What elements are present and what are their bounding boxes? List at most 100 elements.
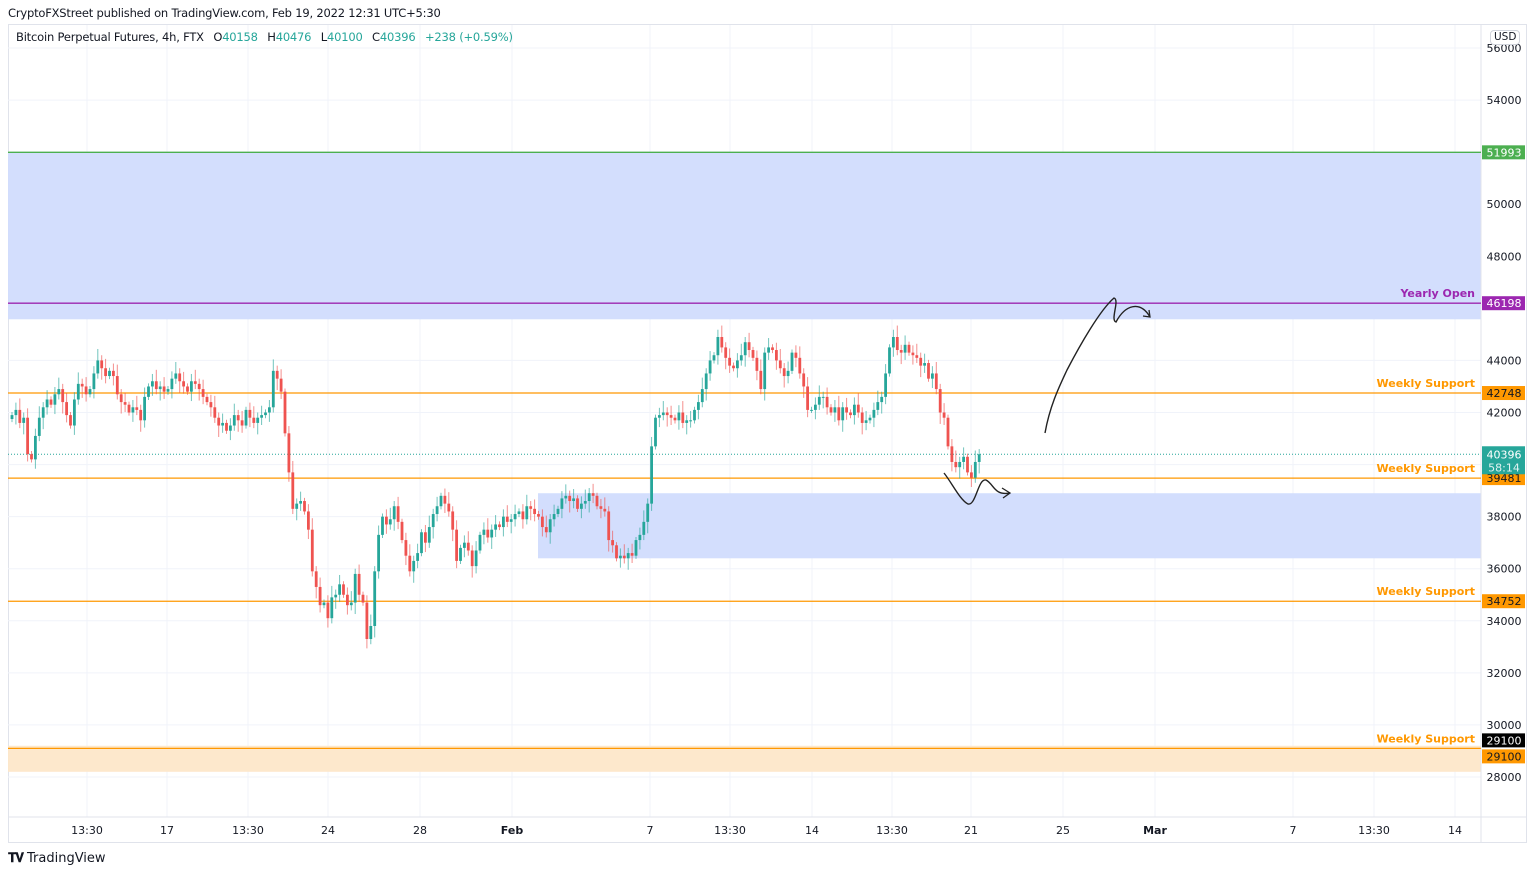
candle-body [537,514,540,517]
projection-arrowhead-down [1001,487,1012,499]
candle-body [303,501,306,512]
candle-body [946,417,950,447]
candle-body [447,503,451,512]
candle-body [431,514,435,528]
candle-body [108,370,111,377]
candle-body [576,498,579,509]
high-value: 40476 [275,30,312,44]
tradingview-logo[interactable]: 𝐓𝐕 TradingView [8,851,106,866]
candle-body [962,456,965,462]
price-tick: 32000 [1487,667,1522,680]
candle-body [494,524,497,530]
candle-body [299,501,302,504]
candle-body [123,402,127,405]
candle-body [513,514,517,520]
candle-body [724,347,728,358]
candle-body [466,542,470,551]
candle-body [650,446,653,504]
close-label: C [372,30,380,44]
candle-body [166,389,170,392]
candle-body [626,553,630,559]
candle-body [279,378,283,392]
candle-body [810,409,813,411]
candle-body [919,357,923,366]
projection-arrow-down [943,472,1011,505]
price-tick: 34000 [1487,615,1522,628]
candle-body [14,409,18,416]
weekly-support-2-label: Weekly Support [1377,462,1476,475]
candle-body [868,417,872,421]
candle-body [622,555,626,559]
candle-body [482,529,486,535]
price-tick: 36000 [1487,563,1522,576]
time-tick: 13:30 [714,824,746,837]
candle-body [665,412,669,416]
time-tick: 14 [805,824,819,837]
weekly-support-1-tag-bg [1482,386,1525,401]
candle-body [322,602,326,606]
candle-body [856,404,860,413]
candle-body [197,383,201,390]
candle-body [548,519,552,533]
current-price-tag-bg [1482,446,1525,475]
candle-body [732,365,735,369]
candle-body [619,555,622,559]
candle-body [763,352,767,390]
weekly-support-3-label: Weekly Support [1377,585,1476,598]
candle-body [73,399,76,426]
candle-body [182,381,185,387]
candle-body [131,407,135,413]
candle-body [892,336,895,348]
candle-body [806,386,809,410]
candle-body [271,370,275,408]
candle-body [634,540,638,556]
chart-frame [8,24,1527,843]
time-tick: 7 [647,824,654,837]
candle-body [564,495,568,499]
candle-body [525,506,529,520]
candle-body [942,412,946,418]
candle-body [771,347,774,351]
candle-body [143,396,146,421]
candle-body [911,352,915,356]
candle-body [170,378,174,390]
candle-body [229,425,232,431]
supply-zone [8,152,1481,320]
time-tick: Feb [501,824,524,837]
price-tick: 50000 [1487,198,1522,211]
candle-body [509,519,513,522]
candle-body [400,521,404,541]
time-tick: 21 [964,824,978,837]
candle-body [57,389,61,395]
candle-body [112,370,115,377]
candle-body [611,540,614,546]
candle-body [591,493,595,496]
candle-body [677,412,681,421]
price-tick: 56000 [1487,42,1522,55]
candle-body [69,415,72,426]
candle-body [739,355,743,361]
candle-body [346,594,349,606]
candle-body [178,373,182,382]
price-tick: 30000 [1487,719,1522,732]
candle-body [950,446,954,462]
candle-body [174,373,178,379]
weekly-support-3-tag: 34752 [1487,595,1522,608]
candle-body [661,412,665,416]
candle-body [572,498,575,502]
candle-body [377,534,380,572]
currency-button[interactable]: USD [1490,30,1521,45]
candle-body [392,506,396,520]
candle-body [49,399,53,405]
candle-body [92,373,96,390]
level-tag-black: 29100 [1487,734,1522,747]
candle-body [268,407,271,413]
weekly-support-2-tag-bg [1482,471,1525,486]
candle-body [817,396,821,405]
yearly-open-tag-bg [1482,296,1525,311]
candle-body [490,529,494,538]
candle-body [236,415,240,421]
candle-body [420,532,423,554]
candle-body [899,350,903,353]
